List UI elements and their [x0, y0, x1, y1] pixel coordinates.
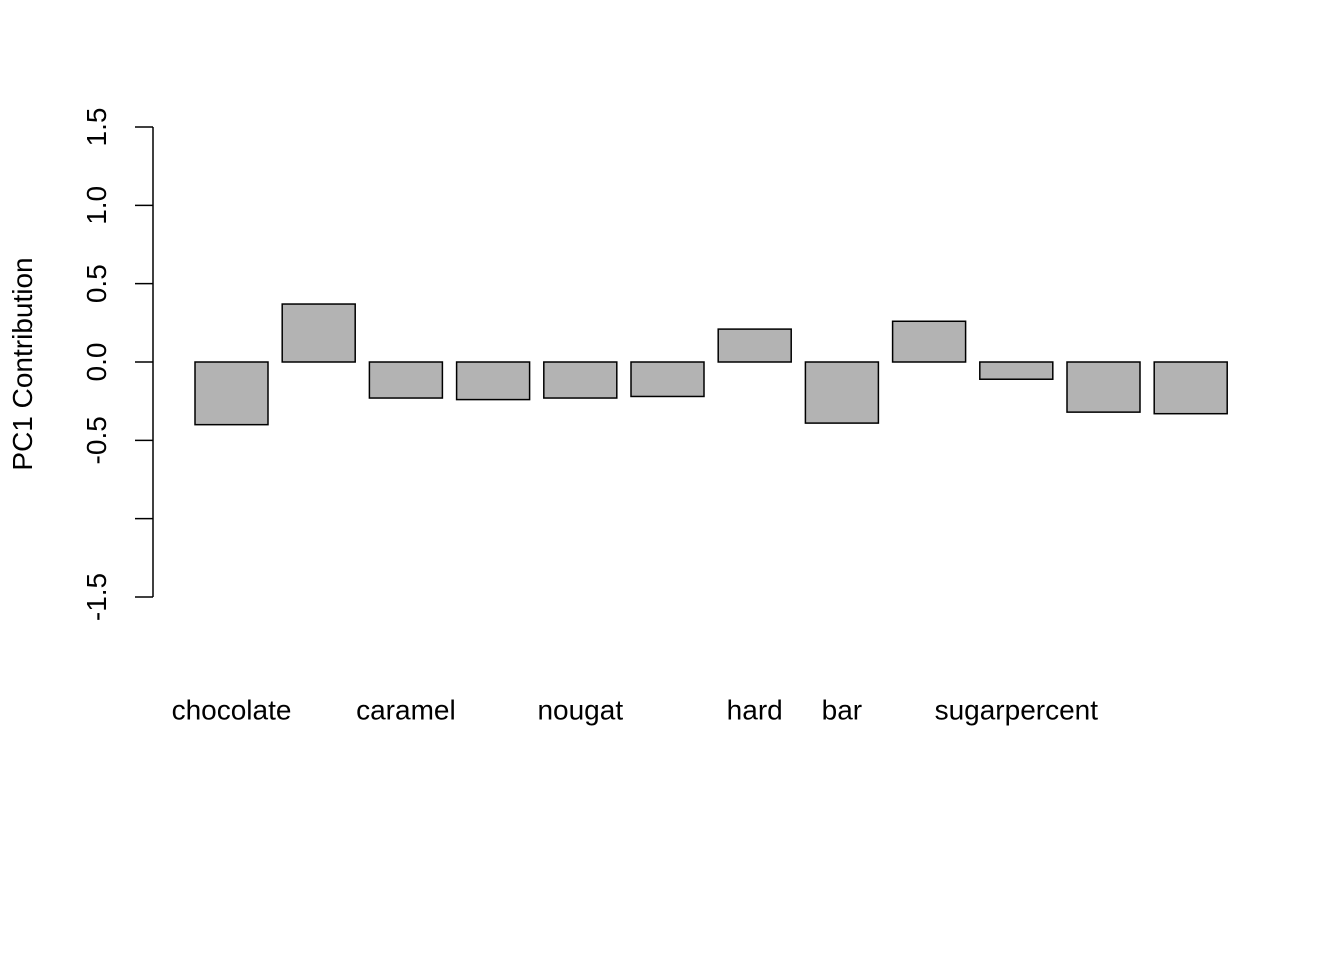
y-tick-label: 0.5 [81, 264, 112, 303]
bar [717, 328, 792, 363]
bar [630, 361, 705, 398]
y-tick-label: -0.5 [81, 416, 112, 464]
category-label: sugarpercent [935, 694, 1099, 725]
category-label: nougat [537, 694, 623, 725]
bar [1066, 361, 1141, 413]
bar [543, 361, 618, 399]
y-tick-label: 1.5 [81, 108, 112, 147]
bar [281, 303, 356, 363]
y-tick-label: 0.0 [81, 343, 112, 382]
y-tick-label: 1.0 [81, 186, 112, 225]
bar [804, 361, 880, 424]
category-label: chocolate [172, 694, 292, 725]
y-tick-label: -1.5 [81, 573, 112, 621]
bars-group [194, 303, 1228, 426]
category-labels: chocolate caramel nougat hard bar sugarpercen… [172, 694, 1099, 725]
bar [891, 320, 967, 363]
category-label: hard [727, 694, 783, 725]
bar [194, 361, 269, 426]
bar [455, 361, 531, 401]
y-axis: -1.5 -0.5 0.0 0.5 1.0 1.5 [81, 108, 154, 621]
category-label: caramel [356, 694, 456, 725]
bar [368, 361, 444, 399]
bar [979, 361, 1054, 380]
bar [1153, 361, 1228, 415]
category-label: bar [822, 694, 862, 725]
y-axis-title: PC1 Contribution [7, 257, 38, 470]
